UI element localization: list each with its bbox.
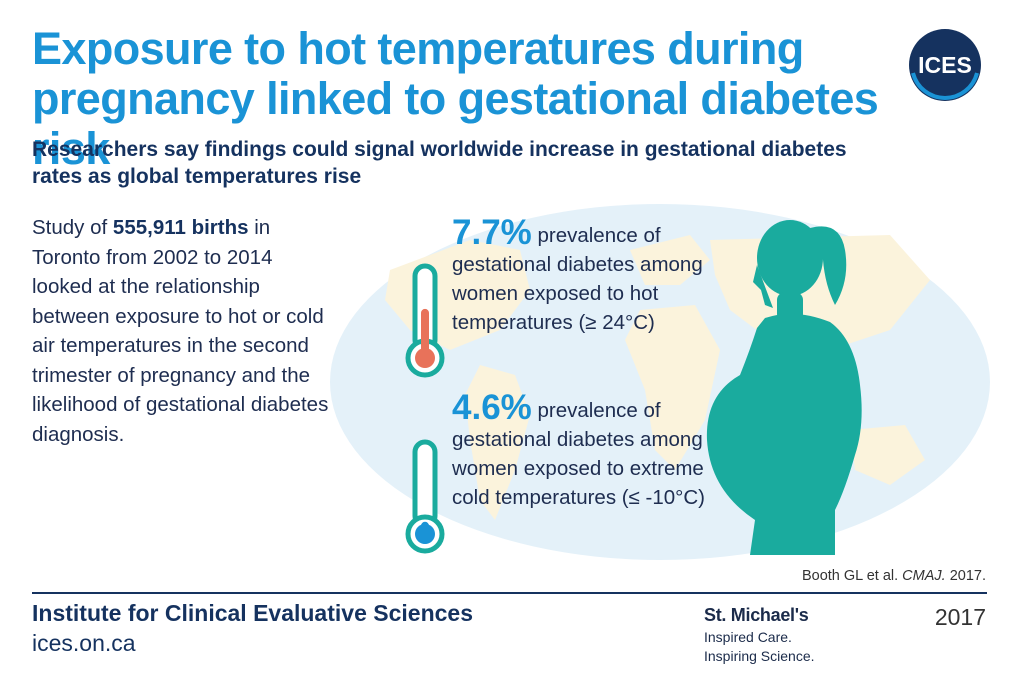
- footer-org-name: Institute for Clinical Evaluative Scienc…: [32, 600, 473, 626]
- study-description: Study of 555,911 births in Toronto from …: [32, 213, 332, 449]
- partner-logo-name: St. Michael's: [704, 605, 809, 625]
- citation: Booth GL et al. CMAJ. 2017.: [802, 568, 986, 584]
- stat-hot-text: prevalence of gestational diabetes among…: [452, 224, 703, 334]
- thermometer-hot-icon: [405, 263, 445, 378]
- footer-url[interactable]: ices.on.ca: [32, 630, 136, 656]
- stat-cold-text: prevalence of gestational diabetes among…: [452, 399, 706, 509]
- intro-prefix: Study of: [32, 216, 113, 239]
- footer-divider: [32, 592, 987, 594]
- citation-year: 2017.: [945, 568, 986, 584]
- stat-hot: 7.7% prevalence of gestational diabetes …: [452, 215, 742, 337]
- intro-suffix: in Toronto from 2002 to 2014 looked at t…: [32, 216, 329, 446]
- births-highlight: 555,911 births: [112, 216, 249, 239]
- stat-hot-value: 7.7%: [452, 213, 532, 252]
- pregnant-woman-silhouette-icon: [706, 220, 862, 555]
- citation-journal: CMAJ.: [902, 568, 946, 584]
- logo-text: ICES: [918, 51, 972, 78]
- page-subtitle: Researchers say findings could signal wo…: [32, 138, 847, 188]
- partner-tagline-1: Inspired Care.: [704, 629, 792, 645]
- ices-logo-icon: [906, 26, 984, 104]
- footer-year: 2017: [934, 604, 986, 630]
- stat-cold-value: 4.6%: [452, 388, 532, 427]
- stat-cold: 4.6% prevalence of gestational diabetes …: [452, 390, 742, 512]
- partner-tagline-2: Inspiring Science.: [704, 648, 815, 664]
- thermometer-cold-icon: [405, 439, 445, 554]
- citation-authors: Booth GL et al.: [801, 568, 903, 584]
- page-title: Exposure to hot temperatures during preg…: [32, 23, 879, 174]
